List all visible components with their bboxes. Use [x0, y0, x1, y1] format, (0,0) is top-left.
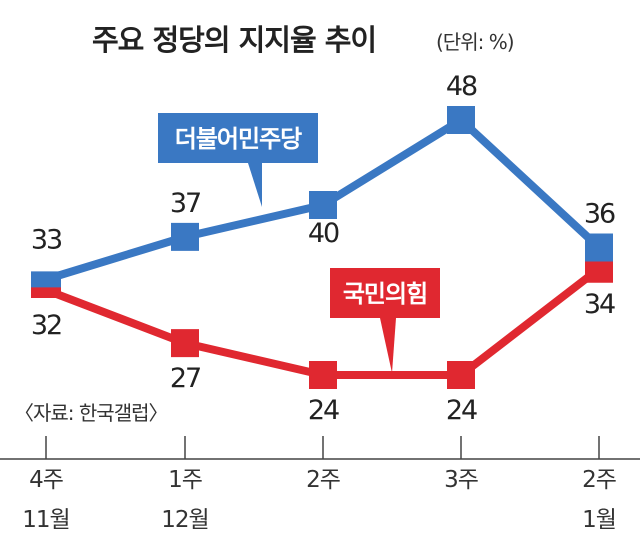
- legend-box-1: [330, 268, 440, 318]
- chart-unit: (단위: %): [436, 30, 514, 54]
- data-label-0-4: 36: [584, 199, 615, 230]
- x-axis-ticks: [45, 436, 600, 459]
- series-markers: [31, 106, 613, 389]
- x-tick-label-month: 12월: [161, 507, 208, 533]
- marker-0-4: [585, 233, 613, 262]
- legend-pointer-0: [248, 163, 262, 207]
- marker-1-1: [171, 329, 199, 358]
- marker-0-3: [447, 106, 475, 134]
- x-tick-label-week: 4주: [29, 467, 63, 493]
- data-label-1-2: 24: [308, 395, 339, 426]
- x-axis-labels: 4주 11월 1주 12월 2주 3주 2주 1월: [22, 467, 617, 533]
- legend-label-0: 더불어민주당: [175, 125, 302, 153]
- data-labels: 33 37 40 48 36 32 27 24 24 34: [31, 71, 617, 426]
- legend-label-1: 국민의힘: [343, 280, 427, 308]
- legend-box-0: [158, 113, 318, 163]
- source-note: 〈자료: 한국갤럽〉: [14, 401, 168, 425]
- chart-title: 주요 정당의 지지율 추이: [92, 23, 376, 57]
- marker-0-0: [31, 271, 61, 288]
- marker-1-2: [309, 361, 337, 389]
- data-label-0-3: 48: [446, 71, 477, 102]
- series-line-1: [44, 265, 602, 379]
- data-label-0-2: 40: [308, 218, 339, 249]
- x-tick-label-week: 2주: [582, 467, 616, 493]
- marker-0-1: [171, 222, 199, 251]
- data-label-1-3: 24: [446, 395, 477, 426]
- legend-pointer-1: [380, 318, 396, 373]
- marker-0-2: [309, 191, 337, 219]
- data-label-1-0: 32: [31, 310, 61, 341]
- marker-1-3: [447, 361, 475, 389]
- x-tick-label-month: 1월: [582, 507, 616, 533]
- data-label-1-1: 27: [170, 363, 200, 394]
- x-tick-label-week: 2주: [306, 467, 340, 493]
- data-label-1-4: 34: [584, 289, 615, 320]
- data-label-0-0: 33: [31, 224, 62, 255]
- x-tick-label-month: 11월: [22, 507, 69, 533]
- x-tick-label-week: 1주: [168, 467, 202, 493]
- data-label-0-1: 37: [170, 188, 200, 219]
- x-tick-label-week: 3주: [444, 467, 478, 493]
